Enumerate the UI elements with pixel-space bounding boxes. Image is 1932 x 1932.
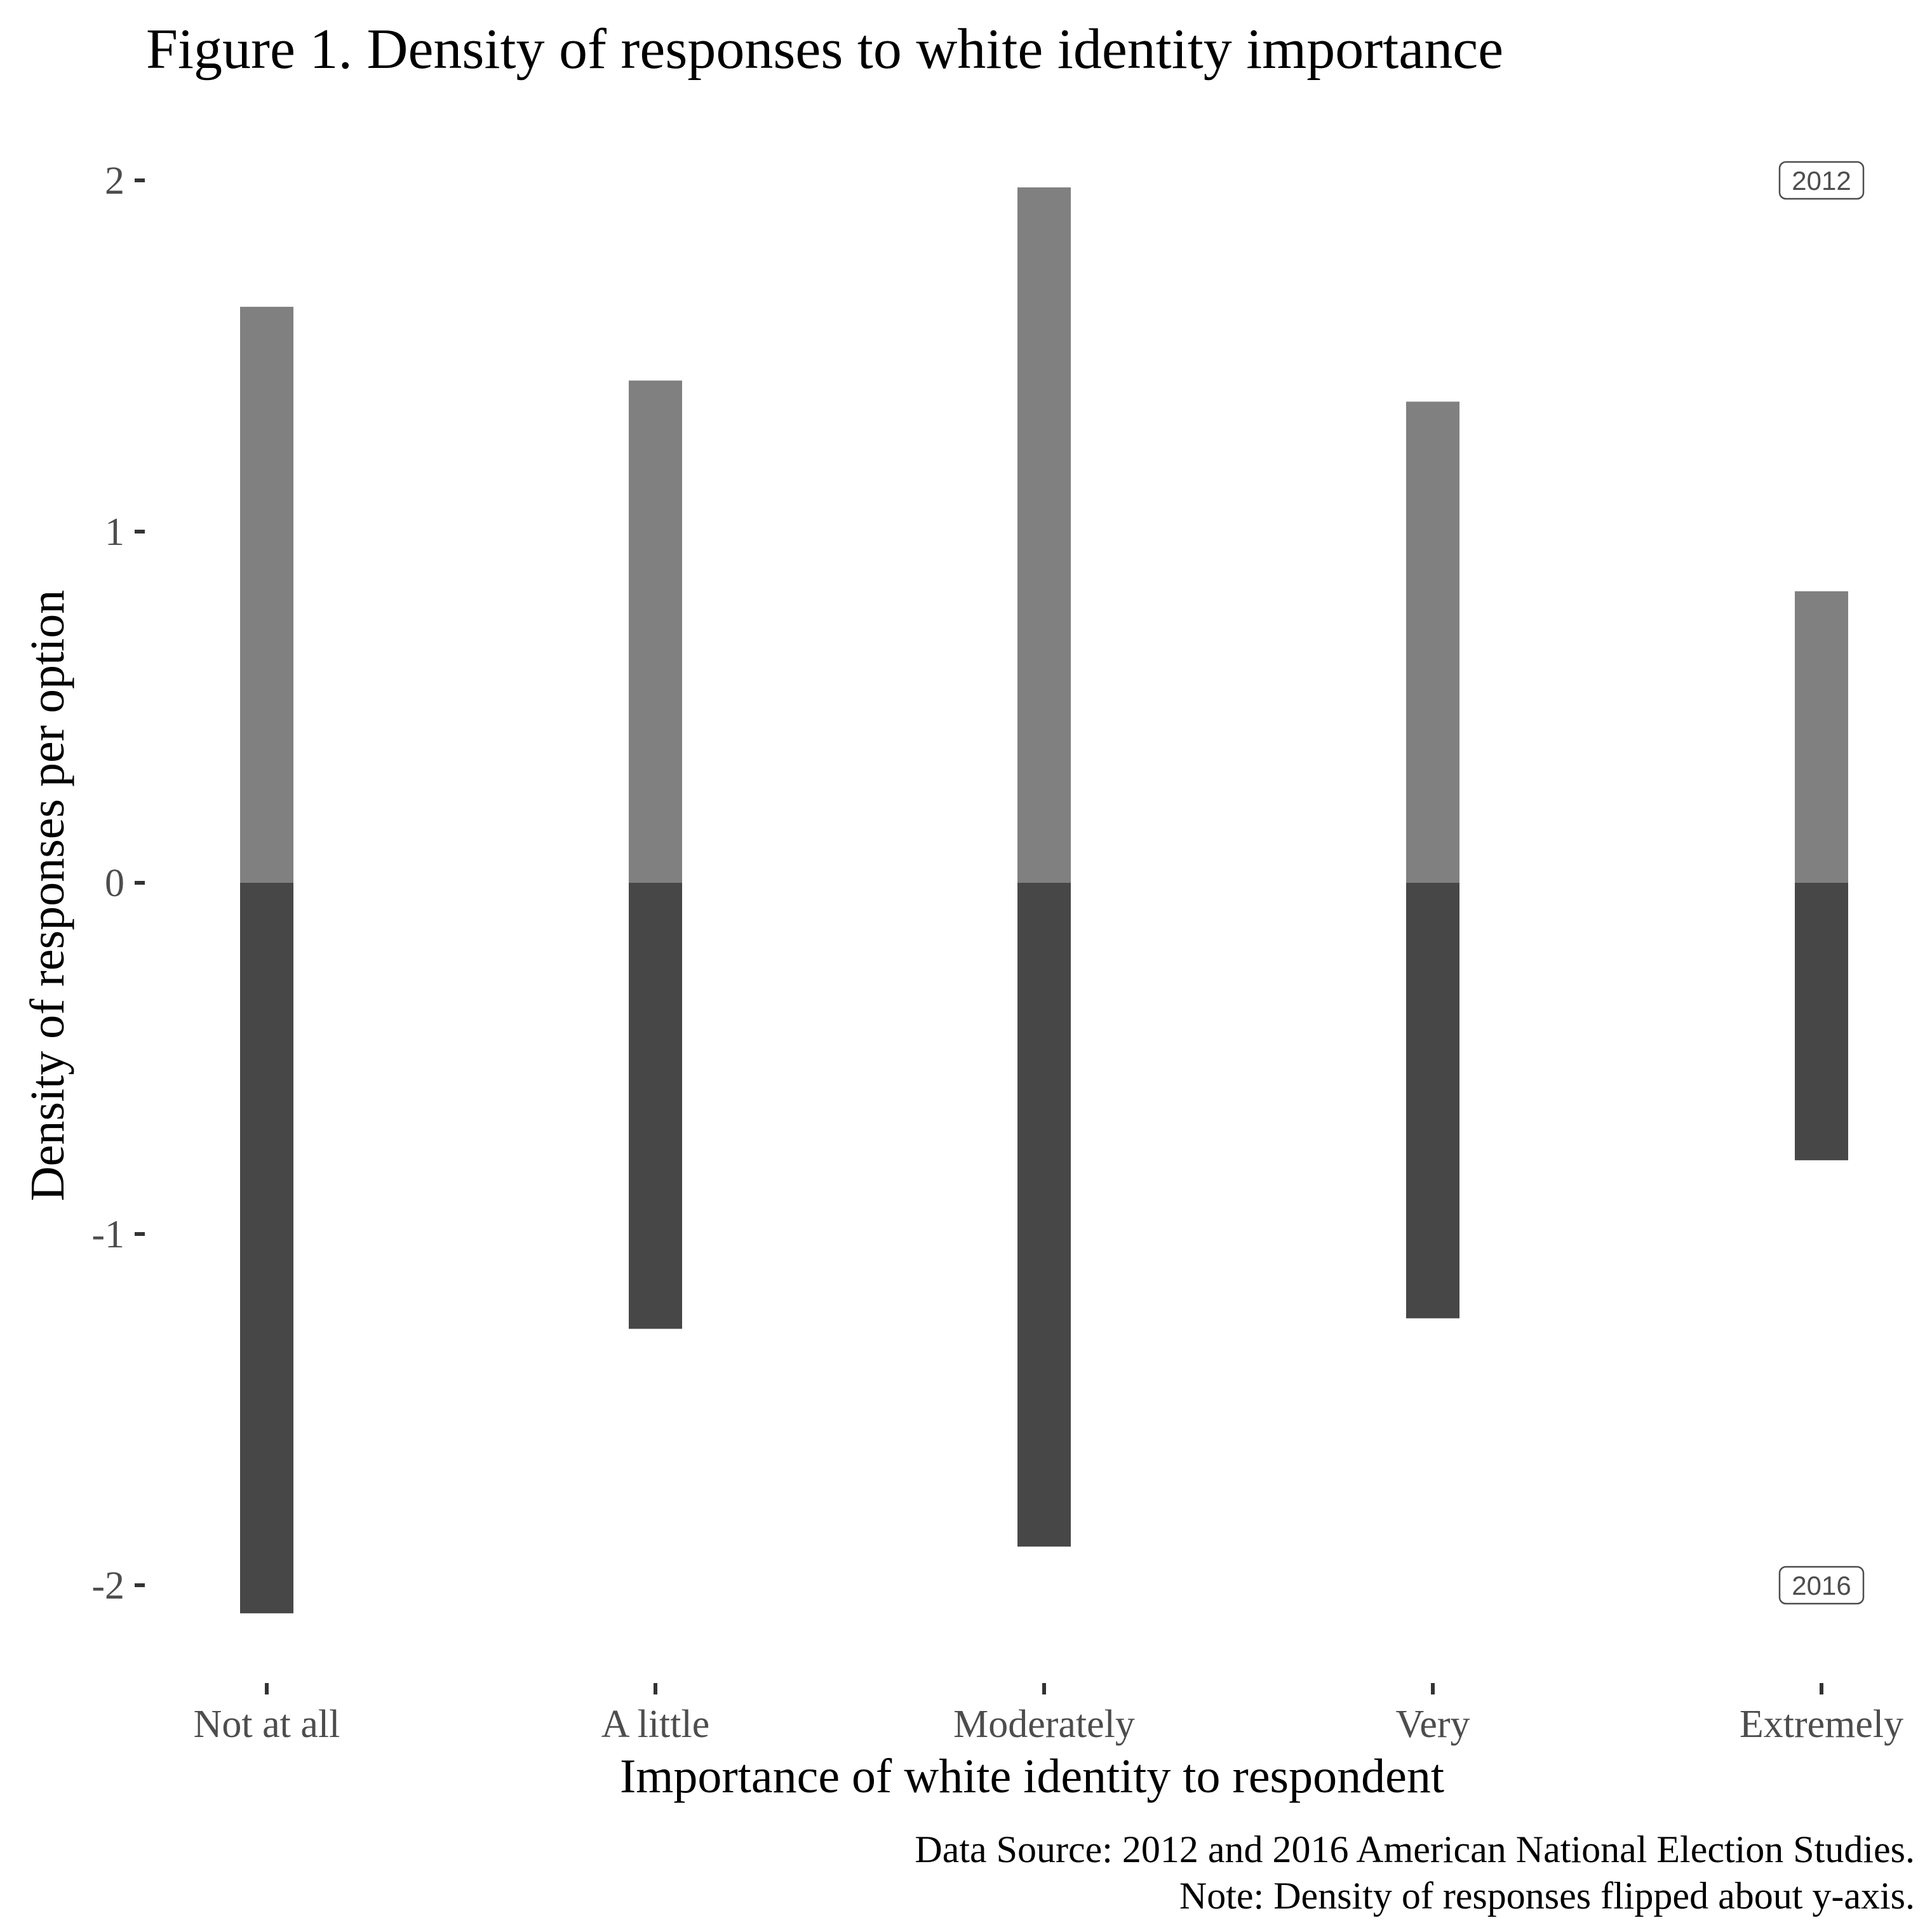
y-tick-label: -2 (91, 1564, 124, 1607)
bar-2012-moderately (1017, 187, 1071, 883)
x-axis-ticks: Not at all A little Moderately Very Extremel… (194, 1683, 1903, 1746)
bar-2012-extremely (1795, 591, 1848, 883)
bar-2012-very (1406, 401, 1459, 883)
chart-title: Figure 1. Density of responses to white … (146, 18, 1503, 81)
data-source-caption: Data Source: 2012 and 2016 American Nati… (915, 1828, 1915, 1870)
bar-2016-not-at-all (240, 883, 293, 1614)
series-badge-2012 (1778, 161, 1865, 200)
y-axis-title: Density of responses per option (21, 590, 74, 1202)
bar-2016-very (1406, 883, 1459, 1318)
bar-2016-extremely (1795, 883, 1848, 1160)
y-tick-label: 2 (105, 159, 124, 203)
series-badge-label: 2012 (1792, 166, 1851, 196)
bar-2012-not-at-all (240, 307, 293, 883)
bars (240, 187, 1848, 1614)
y-axis-ticks: 2 1 0 -1 -2 (91, 159, 145, 1607)
x-tick-label: Not at all (194, 1703, 340, 1746)
note-caption: Note: Density of responses flipped about… (1179, 1875, 1915, 1917)
x-tick-label: A little (601, 1703, 710, 1746)
y-tick-label: 0 (105, 862, 124, 905)
series-badge-label: 2016 (1792, 1571, 1851, 1600)
x-tick-label: Moderately (953, 1703, 1135, 1746)
y-tick-label: -1 (91, 1213, 124, 1256)
bar-2016-a-little (629, 883, 682, 1329)
y-tick-label: 1 (105, 511, 124, 554)
x-tick-label: Very (1395, 1703, 1470, 1746)
bar-2012-a-little (629, 380, 682, 883)
series-badge-2016 (1778, 1566, 1865, 1605)
x-axis-title: Importance of white identity to responde… (620, 1750, 1444, 1803)
x-tick-label: Extremely (1740, 1703, 1903, 1746)
bar-2016-moderately (1017, 883, 1071, 1547)
series-badges: 2012 2016 (1778, 161, 1865, 1605)
